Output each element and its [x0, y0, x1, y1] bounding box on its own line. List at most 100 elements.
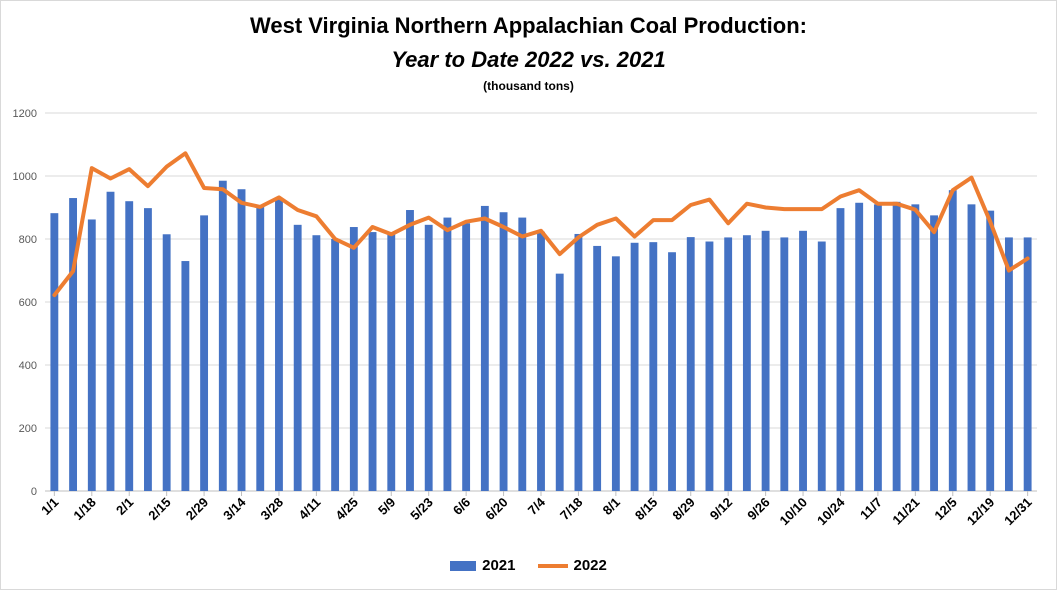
legend-swatch-2022	[537, 563, 568, 568]
x-tick-label: 12/5	[931, 495, 960, 524]
x-tick-label: 9/26	[744, 495, 773, 524]
bar-2021	[1004, 237, 1013, 491]
x-tick-label: 11/21	[889, 495, 922, 528]
bar-2021	[593, 245, 602, 491]
bar-2021	[387, 234, 396, 491]
bar-2021	[911, 204, 920, 491]
x-tick-label: 10/24	[814, 494, 848, 528]
bar-2021	[275, 198, 283, 492]
x-tick-label: 9/12	[707, 495, 736, 524]
bar-2021	[836, 208, 845, 491]
x-tick-label: 6/20	[482, 495, 511, 524]
bar-2021	[125, 201, 134, 491]
x-tick-label: 1/18	[70, 495, 99, 524]
bar-2021	[780, 237, 789, 491]
bar-2021	[705, 241, 714, 491]
bar-2021	[331, 239, 340, 491]
x-tick-label: 3/14	[220, 494, 249, 523]
bar-2021	[873, 204, 882, 491]
x-tick-label: 7/4	[525, 494, 549, 518]
bar-2021	[892, 201, 901, 491]
bar-2021	[611, 256, 620, 491]
legend-item-2022: 2022	[537, 557, 607, 574]
bar-2021	[181, 261, 190, 491]
bar-2021	[443, 217, 452, 491]
bar-2021	[368, 232, 377, 491]
bar-2021	[930, 215, 938, 491]
x-tick-label: 2/15	[145, 495, 174, 524]
y-tick-label: 1000	[13, 171, 37, 183]
bar-2021	[69, 198, 78, 492]
bar-2021	[293, 224, 302, 491]
x-tick-label: 1/1	[38, 495, 61, 518]
x-tick-label: 2/1	[113, 495, 136, 518]
legend-swatch-2021	[450, 560, 477, 571]
bar-2021	[50, 213, 59, 492]
bar-2021	[986, 210, 995, 491]
bar-2021	[349, 227, 358, 491]
bar-2021	[724, 237, 733, 491]
x-tick-label: 10/10	[777, 495, 811, 529]
bar-2021	[518, 217, 527, 491]
bar-2021	[967, 204, 976, 491]
x-tick-label: 4/25	[332, 495, 361, 524]
chart-title: West Virginia Northern Appalachian Coal …	[250, 13, 807, 38]
x-tick-label: 12/19	[964, 495, 998, 529]
bar-2021	[948, 190, 957, 492]
legend-label-2021: 2021	[482, 557, 516, 574]
bar-2021	[480, 205, 489, 492]
bar-2021	[537, 231, 545, 491]
bar-2021	[87, 219, 96, 491]
bar-2021	[424, 224, 433, 491]
bar-2021	[686, 237, 695, 491]
bar-2021	[162, 234, 171, 491]
bar-2021	[817, 241, 826, 491]
bar-2021	[312, 235, 321, 491]
bar-2021	[668, 252, 676, 491]
x-tick-label: 8/1	[600, 495, 623, 518]
bar-2021	[1023, 237, 1032, 491]
chart-plot: 0 200 400 600 800 1000 1200 1/1 1/18 2/1 2/15 2/29 3…	[13, 108, 1037, 529]
x-tick-label: 6/6	[450, 495, 473, 518]
bar-2021	[855, 202, 864, 491]
x-tick-label: 5/9	[375, 495, 398, 518]
bar-2021	[799, 230, 807, 491]
x-tick-label: 8/29	[669, 495, 698, 524]
bar-2021	[237, 189, 246, 492]
x-tick-label: 4/11	[296, 495, 324, 523]
x-tick-label: 3/28	[258, 495, 287, 524]
legend-label-2022: 2022	[573, 557, 607, 574]
legend-item-2021: 2021	[450, 557, 516, 574]
y-tick-label: 400	[19, 360, 37, 372]
x-tick-label: 8/15	[632, 495, 661, 524]
bar-2021	[218, 180, 227, 491]
y-tick-label: 200	[19, 423, 37, 435]
bar-2021	[742, 235, 751, 491]
chart-unit-label: (thousand tons)	[483, 79, 574, 93]
bar-2021	[649, 242, 658, 491]
y-tick-label: 1200	[13, 108, 37, 120]
x-tick-label: 7/18	[557, 495, 586, 524]
bar-2021	[406, 210, 414, 491]
bar-2021	[574, 233, 583, 491]
x-tick-label: 12/31	[1001, 495, 1035, 529]
bar-2021	[761, 230, 770, 491]
y-tick-label: 0	[31, 486, 37, 498]
bar-2021	[256, 205, 265, 492]
bar-2021	[555, 273, 564, 491]
x-tick-label: 5/23	[407, 495, 436, 524]
bar-2021	[499, 212, 508, 491]
legend: 2021 2022	[1, 557, 1056, 574]
bar-2021	[144, 208, 152, 491]
x-tick-label: 11/7	[857, 495, 885, 523]
bar-2021	[462, 223, 471, 491]
bar-2021	[200, 215, 209, 491]
line-2022	[52, 151, 1030, 298]
chart-subtitle: Year to Date 2022 vs. 2021	[391, 47, 666, 72]
y-tick-label: 800	[19, 234, 37, 246]
bar-2021	[630, 242, 639, 491]
y-tick-label: 600	[19, 297, 37, 309]
bar-2021	[106, 191, 115, 491]
x-tick-label: 2/29	[183, 495, 212, 524]
